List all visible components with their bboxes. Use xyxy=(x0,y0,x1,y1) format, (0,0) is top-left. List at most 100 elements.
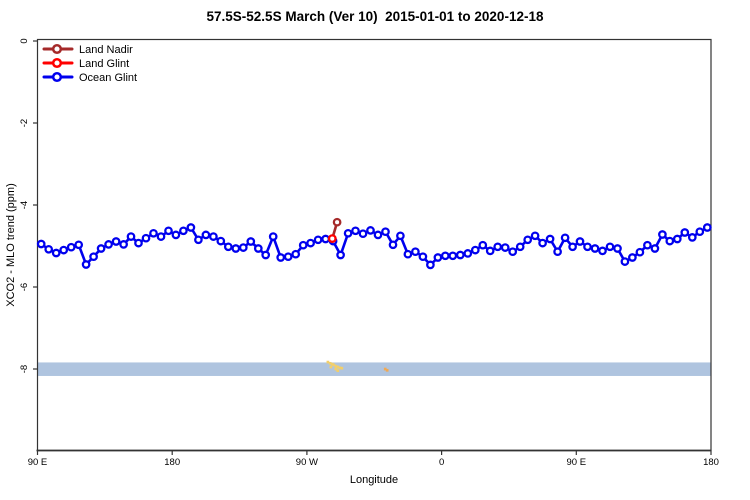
ocean-glint-point xyxy=(306,238,315,248)
ocean-glint-point xyxy=(672,234,682,244)
ocean-glint-point xyxy=(411,247,420,257)
ocean-glint-point xyxy=(298,240,308,250)
legend-label-land-glint: Land Glint xyxy=(79,58,129,70)
ocean-glint-point xyxy=(448,251,458,261)
ocean-glint-point xyxy=(171,230,181,240)
land-marks-yellow-speck xyxy=(329,365,333,369)
land-marks-yellow-speck xyxy=(332,363,336,367)
ocean-glint-point xyxy=(343,228,353,238)
ocean-glint-point xyxy=(81,260,91,269)
ocean-glint-point xyxy=(680,228,690,237)
ocean-glint-point xyxy=(605,242,615,252)
land-marks-yellow-speck xyxy=(340,366,344,370)
ocean-glint-point xyxy=(276,253,286,262)
ocean-glint-point xyxy=(358,229,368,239)
ocean-glint-point xyxy=(620,257,630,266)
ocean-glint-point xyxy=(553,247,562,257)
ocean-glint-point xyxy=(44,244,54,254)
ocean-glint-point xyxy=(598,246,607,256)
ocean-glint-point xyxy=(111,237,121,246)
ocean-glint-point xyxy=(291,249,301,259)
land-marks-yellow-speck xyxy=(336,365,340,369)
ocean-glint-point xyxy=(538,238,547,248)
ocean-glint-point xyxy=(51,248,61,258)
ocean-glint-point xyxy=(650,244,660,253)
x-tick-label: 180 xyxy=(164,457,180,468)
ocean-glint-point xyxy=(201,230,211,240)
land-marks-yellow-speck xyxy=(328,361,332,365)
legend-label-ocean-glint: Ocean Glint xyxy=(79,72,137,84)
land-marks-orange-speck xyxy=(383,367,387,371)
ocean-glint-point xyxy=(695,227,705,237)
x-tick-label: 0 xyxy=(439,457,444,468)
ocean-glint-point xyxy=(478,240,488,250)
ocean-glint-point xyxy=(583,242,592,252)
ocean-glint-point xyxy=(433,253,443,262)
chart-title: 57.5S-52.5S March (Ver 10) 2015-01-01 to… xyxy=(206,9,544,24)
ocean-glint-point xyxy=(134,238,143,248)
ocean-glint-point xyxy=(702,223,712,232)
ocean-glint-point xyxy=(36,239,46,249)
ocean-glint-point xyxy=(261,250,271,260)
ocean-glint-point xyxy=(665,236,675,246)
ocean-glint-point xyxy=(575,237,585,246)
ocean-glint-point xyxy=(89,252,98,262)
ocean-glint-point xyxy=(493,242,503,252)
ocean-glint-point xyxy=(366,226,375,235)
ocean-glint-point xyxy=(515,242,525,252)
x-tick-label: 90 E xyxy=(28,457,48,468)
land-glint-point xyxy=(327,234,337,243)
ocean-glint-point xyxy=(164,226,173,236)
land-nadir-point xyxy=(332,217,342,227)
ocean-glint-point xyxy=(216,236,226,246)
ocean-glint-point xyxy=(351,226,360,236)
ocean-glint-point xyxy=(388,240,398,250)
y-tick-label: -8 xyxy=(19,365,30,373)
land-marks-yellow-speck xyxy=(338,366,342,370)
y-tick-label: -4 xyxy=(19,201,30,209)
ocean-glint-point xyxy=(156,232,166,241)
ocean-glint-point xyxy=(268,232,278,241)
ocean-glint-point xyxy=(590,244,600,253)
ocean-glint-point xyxy=(96,244,106,253)
ocean-glint-point xyxy=(313,235,323,245)
x-tick-label: 90 E xyxy=(567,457,587,468)
ocean-glint-point xyxy=(508,247,518,257)
land-marks-yellow-speck xyxy=(336,369,340,373)
ocean-glint-point xyxy=(149,228,158,238)
legend-marker-ocean-glint xyxy=(51,71,63,83)
ocean-glint-point xyxy=(231,244,241,253)
ocean-glint-point xyxy=(321,234,330,244)
ocean-glint-point xyxy=(223,242,233,252)
ocean-glint-point xyxy=(530,231,540,241)
ocean-glint-point xyxy=(59,245,69,255)
land-marks-yellow-speck xyxy=(326,360,330,364)
minus8-reference-band xyxy=(37,362,711,376)
y-tick-label: 0 xyxy=(19,38,30,43)
legend-marker-land-glint xyxy=(51,57,63,69)
ocean-glint-point xyxy=(141,233,151,243)
y-axis-title: XCO2 - MLO trend (ppm) xyxy=(5,183,17,307)
ocean-glint-point xyxy=(179,226,188,236)
ocean-glint-point xyxy=(418,252,428,262)
land-marks-orange-speck xyxy=(385,368,389,372)
ocean-glint-point xyxy=(426,260,435,270)
ocean-glint-point xyxy=(635,247,645,257)
ocean-glint-point xyxy=(126,232,136,241)
y-tick-label: -6 xyxy=(19,283,30,291)
ocean-glint-point xyxy=(440,251,450,261)
x-axis-title: Longitude xyxy=(349,474,399,486)
ocean-glint-point xyxy=(628,253,637,262)
ocean-glint-point xyxy=(523,235,533,245)
ocean-glint-point xyxy=(381,227,390,237)
ocean-glint-point xyxy=(119,240,128,249)
ocean-glint-point xyxy=(209,232,218,241)
land-marks-yellow-speck xyxy=(331,362,334,366)
ocean-glint-point xyxy=(246,237,256,246)
ocean-glint-point xyxy=(470,245,480,255)
ocean-glint-point xyxy=(568,242,577,252)
ocean-glint-point xyxy=(613,244,622,253)
legend-marker-land-nadir xyxy=(51,43,63,55)
